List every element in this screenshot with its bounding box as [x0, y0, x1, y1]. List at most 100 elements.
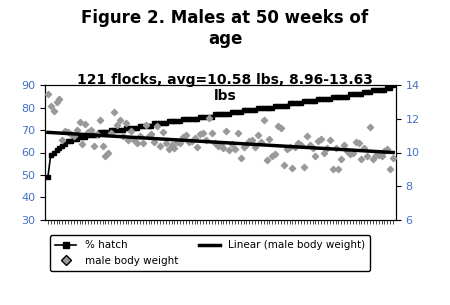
- male body weight: [174, 140, 181, 145]
- male body weight: [246, 138, 253, 143]
- % hatch: [192, 117, 197, 121]
- % hatch: [261, 106, 266, 109]
- male body weight: [165, 146, 172, 151]
- % hatch: [45, 175, 50, 179]
- male body weight: [260, 118, 267, 123]
- male body weight: [324, 145, 331, 150]
- male body weight: [243, 143, 250, 148]
- male body weight: [58, 138, 66, 143]
- male body weight: [263, 158, 270, 163]
- male body weight: [326, 138, 333, 143]
- male body weight: [332, 145, 339, 150]
- male body weight: [390, 156, 397, 161]
- male body weight: [62, 128, 69, 133]
- male body weight: [159, 130, 166, 135]
- male body weight: [257, 139, 265, 144]
- male body weight: [99, 144, 106, 149]
- male body weight: [105, 151, 112, 156]
- male body weight: [343, 149, 351, 154]
- male body weight: [375, 153, 382, 158]
- male body weight: [381, 148, 388, 153]
- male body weight: [277, 126, 284, 131]
- male body weight: [254, 132, 261, 137]
- male body weight: [96, 118, 103, 123]
- Legend: % hatch, male body weight, Linear (male body weight): % hatch, male body weight, Linear (male …: [50, 235, 370, 271]
- male body weight: [225, 148, 233, 152]
- male body weight: [119, 133, 126, 138]
- male body weight: [338, 156, 345, 161]
- male body weight: [269, 153, 276, 158]
- male body weight: [182, 132, 189, 137]
- male body weight: [197, 132, 204, 137]
- male body weight: [211, 141, 218, 146]
- male body weight: [364, 153, 371, 158]
- male body weight: [185, 140, 193, 145]
- male body weight: [237, 156, 244, 160]
- male body weight: [50, 108, 57, 113]
- male body weight: [128, 129, 135, 134]
- male body weight: [300, 165, 307, 170]
- male body weight: [234, 131, 241, 135]
- % hatch: [367, 90, 373, 94]
- male body weight: [139, 140, 146, 145]
- male body weight: [229, 142, 236, 146]
- male body weight: [145, 134, 152, 139]
- male body weight: [346, 152, 354, 156]
- male body weight: [134, 141, 141, 145]
- male body weight: [136, 134, 144, 139]
- male body weight: [76, 120, 83, 124]
- male body weight: [240, 145, 247, 150]
- male body weight: [318, 137, 325, 142]
- male body weight: [130, 138, 138, 142]
- Line: % hatch: % hatch: [46, 84, 395, 179]
- male body weight: [289, 166, 296, 170]
- male body weight: [191, 136, 198, 141]
- male body weight: [205, 115, 212, 120]
- male body weight: [168, 142, 175, 147]
- male body weight: [274, 123, 282, 128]
- male body weight: [248, 137, 256, 142]
- male body weight: [295, 141, 302, 145]
- Text: 121 flocks, avg=10.58 lbs, 8.96-13.63
lbs: 121 flocks, avg=10.58 lbs, 8.96-13.63 lb…: [77, 73, 373, 103]
- male body weight: [93, 131, 100, 136]
- male body weight: [329, 166, 336, 171]
- male body weight: [110, 110, 117, 115]
- male body weight: [142, 123, 149, 127]
- male body weight: [73, 127, 80, 132]
- male body weight: [349, 151, 356, 156]
- male body weight: [200, 131, 207, 135]
- male body weight: [116, 117, 123, 122]
- male body weight: [369, 156, 377, 161]
- male body weight: [64, 130, 72, 135]
- male body weight: [68, 131, 75, 136]
- male body weight: [315, 138, 322, 143]
- male body weight: [171, 145, 178, 150]
- male body weight: [162, 140, 170, 145]
- male body weight: [283, 146, 290, 151]
- male body weight: [108, 131, 115, 136]
- male body weight: [266, 137, 273, 142]
- % hatch: [80, 135, 85, 139]
- male body weight: [372, 152, 379, 157]
- male body weight: [220, 145, 227, 150]
- male body weight: [378, 154, 385, 159]
- male body weight: [208, 130, 216, 135]
- male body weight: [202, 137, 210, 142]
- male body weight: [85, 130, 92, 135]
- male body weight: [217, 142, 224, 147]
- male body weight: [214, 143, 221, 148]
- male body weight: [188, 138, 195, 143]
- male body weight: [70, 133, 77, 138]
- male body weight: [303, 134, 310, 139]
- male body weight: [176, 141, 184, 146]
- male body weight: [387, 166, 394, 171]
- male body weight: [53, 100, 60, 105]
- male body weight: [252, 144, 259, 149]
- male body weight: [82, 122, 89, 127]
- male body weight: [297, 142, 305, 147]
- male body weight: [194, 144, 201, 149]
- male body weight: [79, 142, 86, 146]
- male body weight: [153, 124, 161, 128]
- male body weight: [352, 139, 359, 144]
- male body weight: [271, 151, 279, 156]
